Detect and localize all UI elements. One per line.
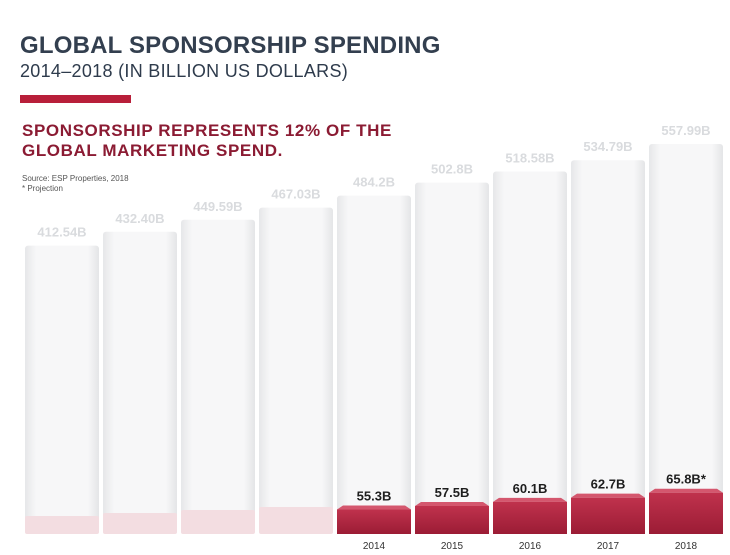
year-tick-label: 2015 bbox=[441, 541, 464, 552]
ghost-bar bbox=[493, 171, 567, 535]
ghost-bar bbox=[649, 144, 723, 534]
source-note: Source: ESP Properties, 2018 * Projectio… bbox=[22, 174, 129, 194]
sponsorship-bar bbox=[493, 501, 567, 534]
ghost-bar-label: 412.54B bbox=[37, 225, 86, 240]
sponsorship-value-label: 62.7B bbox=[591, 477, 626, 492]
sponsorship-bar bbox=[571, 497, 645, 534]
sponsorship-bar-top bbox=[649, 488, 723, 493]
year-tick-label: 2017 bbox=[597, 541, 620, 552]
ghost-bar bbox=[103, 231, 177, 534]
ghost-bar bbox=[571, 160, 645, 535]
faded-sponsorship-bar bbox=[103, 513, 177, 534]
page-title: GLOBAL SPONSORSHIP SPENDING bbox=[20, 32, 441, 59]
sponsorship-bar bbox=[337, 509, 411, 534]
faded-sponsorship-bar bbox=[25, 516, 99, 534]
headline: SPONSORSHIP REPRESENTS 12% OF THE GLOBAL… bbox=[22, 121, 392, 160]
ghost-bar bbox=[181, 219, 255, 534]
ghost-bar-label: 484.2B bbox=[353, 175, 395, 190]
sponsorship-value-label: 65.8B* bbox=[666, 472, 707, 487]
ghost-bar-label: 502.8B bbox=[431, 162, 473, 177]
year-tick-label: 2018 bbox=[675, 541, 698, 552]
faded-sponsorship-bar bbox=[181, 510, 255, 534]
ghost-bar bbox=[415, 182, 489, 534]
sponsorship-bar-top bbox=[337, 505, 411, 510]
page-subtitle: 2014–2018 (IN BILLION US DOLLARS) bbox=[20, 61, 349, 81]
ghost-bar-label: 467.03B bbox=[271, 187, 320, 202]
sponsorship-bar bbox=[649, 492, 723, 534]
year-tick-label: 2016 bbox=[519, 541, 542, 552]
sponsorship-bar-top bbox=[571, 493, 645, 498]
sponsorship-bar bbox=[415, 506, 489, 534]
sponsorship-value-label: 60.1B bbox=[513, 481, 548, 496]
accent-bar bbox=[20, 95, 131, 103]
ghost-bar-label: 557.99B bbox=[661, 123, 710, 138]
sponsorship-bar-top bbox=[415, 502, 489, 506]
projection-note: * Projection bbox=[22, 184, 63, 193]
ghost-bar-label: 534.79B bbox=[583, 139, 632, 154]
source-line: Source: ESP Properties, 2018 bbox=[22, 174, 129, 183]
ghost-bar bbox=[25, 245, 99, 534]
ghost-bar-label: 432.40B bbox=[115, 211, 164, 226]
sponsorship-value-label: 57.5B bbox=[435, 485, 470, 500]
ghost-bar bbox=[259, 207, 333, 535]
sponsorship-value-label: 55.3B bbox=[357, 489, 392, 504]
sponsorship-bar-top bbox=[493, 497, 567, 502]
ghost-bar bbox=[337, 195, 411, 534]
faded-sponsorship-bar bbox=[259, 507, 333, 534]
ghost-bar-label: 518.58B bbox=[505, 151, 554, 166]
year-tick-label: 2014 bbox=[363, 541, 386, 552]
ghost-bar-label: 449.59B bbox=[193, 199, 242, 214]
